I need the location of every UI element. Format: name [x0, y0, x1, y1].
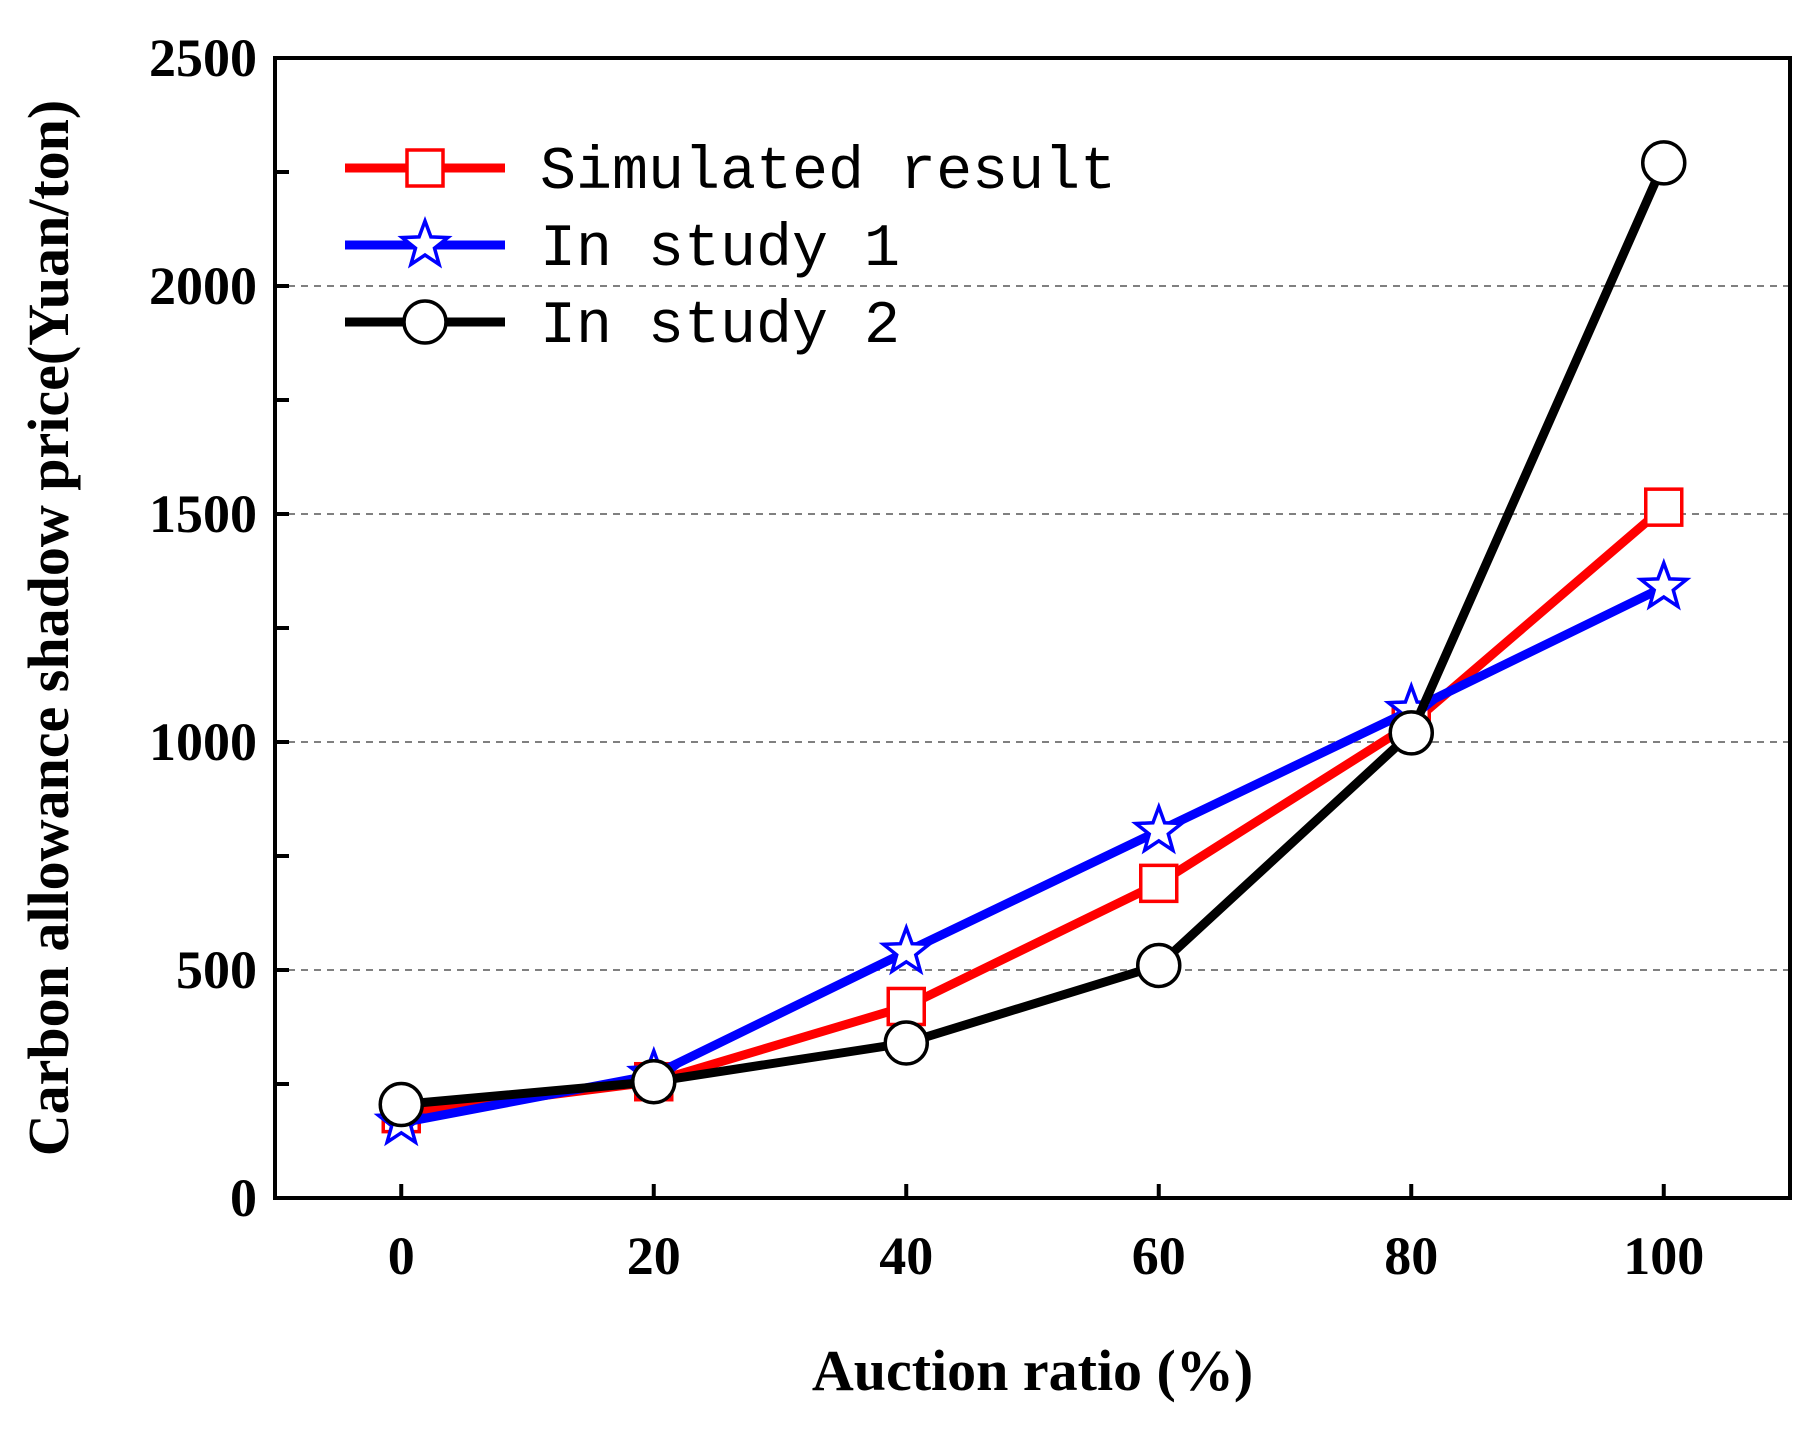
data-point-square	[886, 986, 926, 1027]
data-point-square	[1139, 863, 1179, 904]
data-point-circle	[1641, 140, 1687, 186]
data-point-circle	[1388, 710, 1434, 756]
series-layer	[373, 140, 1692, 1147]
data-point-circle	[1136, 942, 1182, 989]
legend-entry: In study 1	[345, 215, 900, 284]
y-tick-label: 1500	[149, 484, 257, 544]
data-point-circle	[883, 1020, 929, 1066]
legend-label: In study 1	[540, 216, 900, 284]
x-tick-label: 20	[627, 1226, 681, 1286]
y-tick-label: 2000	[149, 256, 257, 316]
data-point-star	[878, 922, 934, 976]
legend-label: Simulated result	[540, 139, 1116, 207]
data-point-star	[1636, 557, 1692, 611]
x-tick-label: 0	[388, 1226, 415, 1286]
y-axis-title: Carbon allowance shadow price(Yuan/ton)	[16, 100, 81, 1156]
legend: Simulated result In study 1 In study 2	[345, 139, 1116, 361]
legend-label: In study 2	[540, 293, 900, 361]
legend-marker-star	[397, 215, 453, 269]
y-tick-label: 0	[230, 1168, 257, 1228]
legend-marker-square	[405, 148, 445, 188]
series-in-study-2	[378, 140, 1687, 1128]
plot-frame	[273, 56, 1792, 1200]
data-point-square	[1644, 487, 1684, 527]
grid-lines	[275, 285, 1790, 971]
x-tick-label: 60	[1132, 1226, 1186, 1286]
axis-ticks: 0 500 1000 1500 2000 2500 0 20 40 60 80 100	[149, 28, 1704, 1286]
data-point-star	[1131, 801, 1187, 855]
x-axis-title: Auction ratio (%)	[812, 1338, 1253, 1403]
x-tick-label: 40	[879, 1226, 933, 1286]
data-point-circle	[631, 1058, 677, 1105]
y-tick-label: 2500	[149, 28, 257, 88]
legend-marker-circle	[402, 299, 448, 345]
y-tick-label: 1000	[149, 712, 257, 772]
series-line	[400, 161, 1668, 1109]
series-simulated-result	[381, 487, 1684, 1134]
legend-entry: Simulated result	[345, 139, 1116, 207]
y-tick-label: 500	[176, 940, 257, 1000]
x-tick-label: 80	[1384, 1226, 1438, 1286]
data-point-circle	[378, 1081, 424, 1128]
legend-entry: In study 2	[345, 293, 900, 361]
series-in-study-1	[373, 557, 1692, 1147]
x-tick-label: 100	[1623, 1226, 1704, 1286]
